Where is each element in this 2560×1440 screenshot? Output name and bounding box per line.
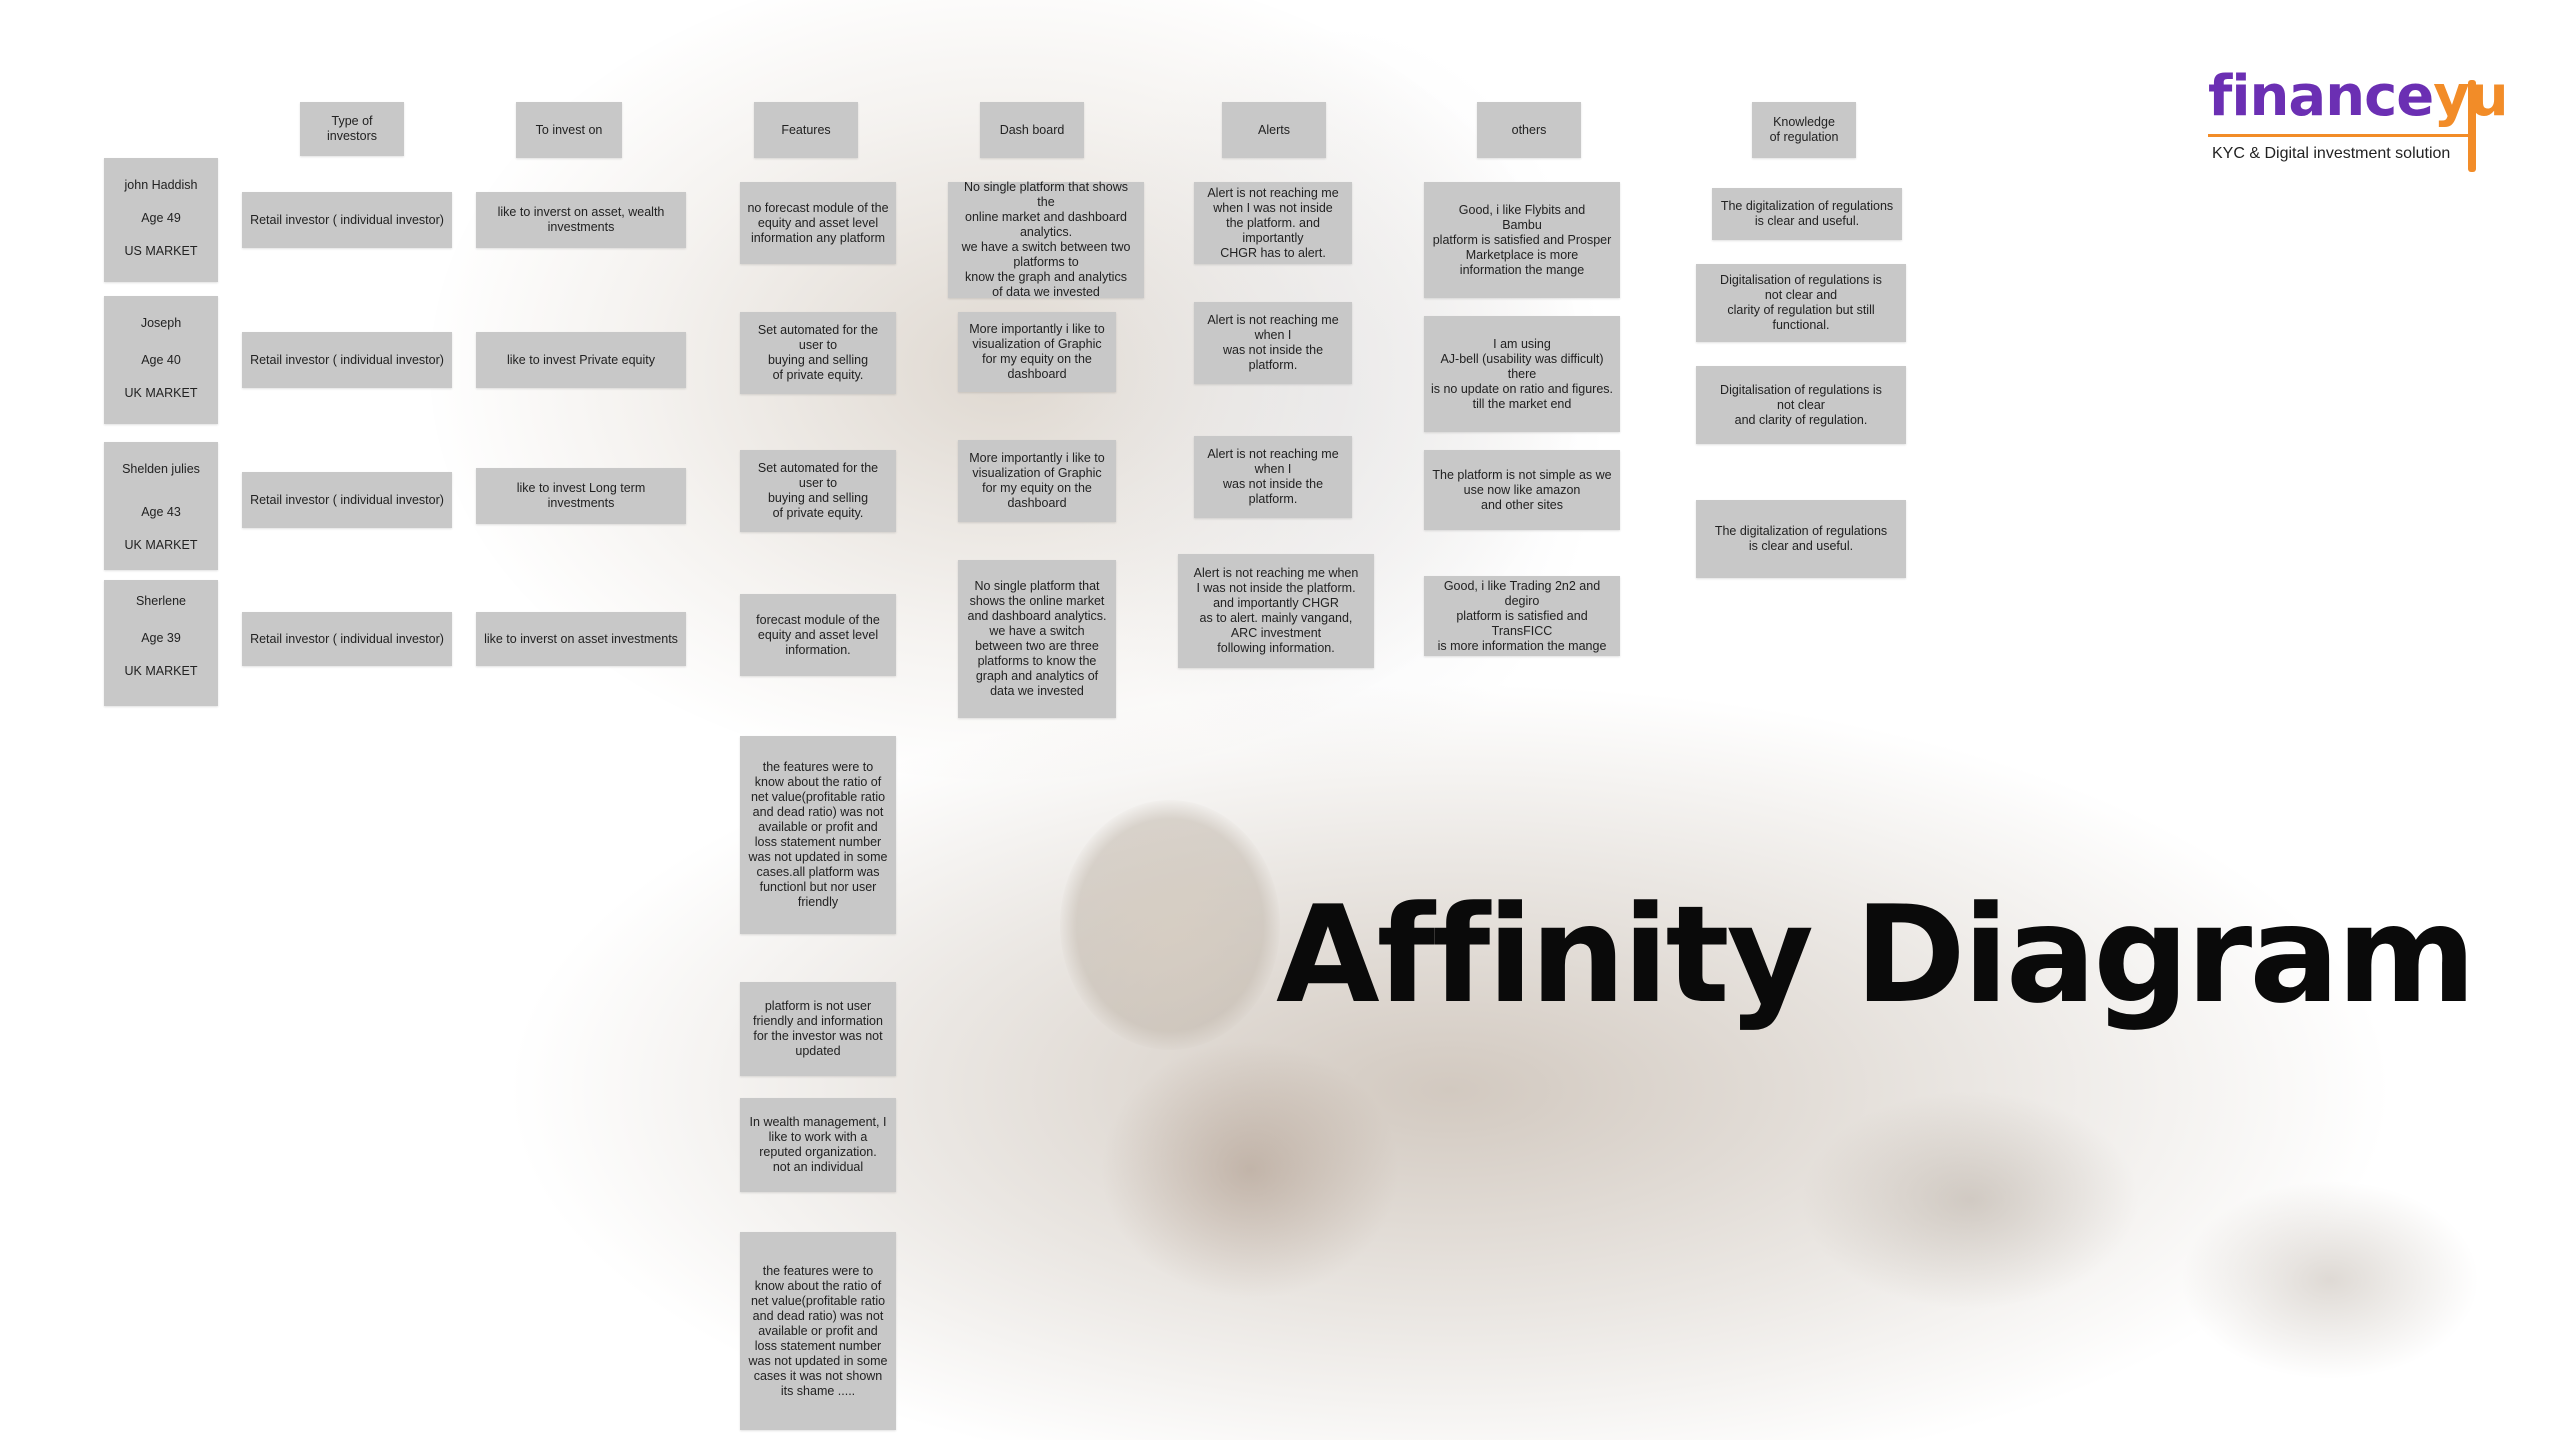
logo-wordmark: financeyu — [2208, 64, 2509, 129]
feature-note: the features were to know about the rati… — [740, 1232, 896, 1430]
persona-name: john Haddish — [124, 178, 198, 192]
feature-note: Set automated for the user to buying and… — [740, 312, 896, 394]
regulation-note: The digitalization of regulations is cle… — [1696, 500, 1906, 578]
persona-market: UK MARKET — [124, 386, 198, 400]
alert-note: Alert is not reaching me when I was not … — [1194, 302, 1352, 384]
header-alerts: Alerts — [1222, 102, 1326, 158]
other-note: I am using AJ-bell (usability was diffic… — [1424, 316, 1620, 432]
header-to-invest-on: To invest on — [516, 102, 622, 158]
alert-note: Alert is not reaching me when I was not … — [1194, 436, 1352, 518]
persona-market: US MARKET — [124, 244, 198, 258]
type-of-investor-note: Retail investor ( individual investor) — [242, 472, 452, 528]
invest-on-note: like to invest Long term investments — [476, 468, 686, 524]
invest-on-note: like to inverst on asset, wealth investm… — [476, 192, 686, 248]
dashboard-note: No single platform that shows the online… — [948, 180, 1144, 299]
persona-age: Age 40 — [141, 353, 181, 367]
persona-age: Age 43 — [141, 505, 181, 519]
alert-note: Alert is not reaching me when I was not … — [1194, 182, 1352, 264]
type-of-investor-note: Retail investor ( individual investor) — [242, 612, 452, 666]
header-knowledge-of-regulation: Knowledge of regulation — [1752, 102, 1856, 158]
persona-name: Sherlene — [135, 594, 187, 608]
feature-note: Set automated for the user to buying and… — [740, 450, 896, 532]
regulation-note: Digitalisation of regulations is not cle… — [1696, 264, 1906, 342]
persona-age: Age 49 — [141, 211, 181, 225]
persona-card: Joseph Age 40 UK MARKET — [104, 296, 218, 424]
header-features: Features — [754, 102, 858, 158]
feature-note: no forecast module of the equity and ass… — [740, 182, 896, 264]
type-of-investor-note: Retail investor ( individual investor) — [242, 332, 452, 388]
persona-card: Sherlene Age 39 UK MARKET — [104, 580, 218, 706]
persona-market: UK MARKET — [124, 538, 198, 552]
other-note: The platform is not simple as we use now… — [1424, 450, 1620, 530]
persona-market: UK MARKET — [124, 664, 198, 678]
alert-note: Alert is not reaching me when I was not … — [1178, 554, 1374, 668]
persona-card: Shelden julies Age 43 UK MARKET — [104, 442, 218, 570]
header-type-of-investors: Type of investors — [300, 102, 404, 156]
persona-card: john Haddish Age 49 US MARKET — [104, 158, 218, 282]
dashboard-note: More importantly i like to visualization… — [958, 312, 1116, 392]
logo-bar — [2468, 80, 2476, 172]
feature-note: the features were to know about the rati… — [740, 736, 896, 934]
persona-name: Joseph — [140, 316, 182, 330]
header-dashboard: Dash board — [980, 102, 1084, 158]
invest-on-note: like to inverst on asset investments — [476, 612, 686, 666]
financeyu-logo: financeyu KYC & Digital investment solut… — [2198, 62, 2509, 182]
logo-tagline: KYC & Digital investment solution — [2212, 145, 2451, 162]
logo-underline — [2208, 134, 2473, 137]
invest-on-note: like to invest Private equity — [476, 332, 686, 388]
feature-note: In wealth management, I like to work wit… — [740, 1098, 896, 1192]
regulation-note: The digitalization of regulations is cle… — [1712, 188, 1902, 240]
page-title: Affinity Diagram — [1276, 877, 2476, 1033]
persona-age: Age 39 — [141, 631, 181, 645]
type-of-investor-note: Retail investor ( individual investor) — [242, 192, 452, 248]
persona-name: Shelden julies — [122, 462, 200, 476]
feature-note: platform is not user friendly and inform… — [740, 982, 896, 1076]
other-note: Good, i like Trading 2n2 and degiro plat… — [1424, 576, 1620, 656]
feature-note: forecast module of the equity and asset … — [740, 594, 896, 676]
other-note: Good, i like Flybits and Bambu platform … — [1424, 182, 1620, 298]
dashboard-note: More importantly i like to visualization… — [958, 440, 1116, 522]
dashboard-note: No single platform that shows the online… — [958, 560, 1116, 718]
header-others: others — [1477, 102, 1581, 158]
regulation-note: Digitalisation of regulations is not cle… — [1696, 366, 1906, 444]
